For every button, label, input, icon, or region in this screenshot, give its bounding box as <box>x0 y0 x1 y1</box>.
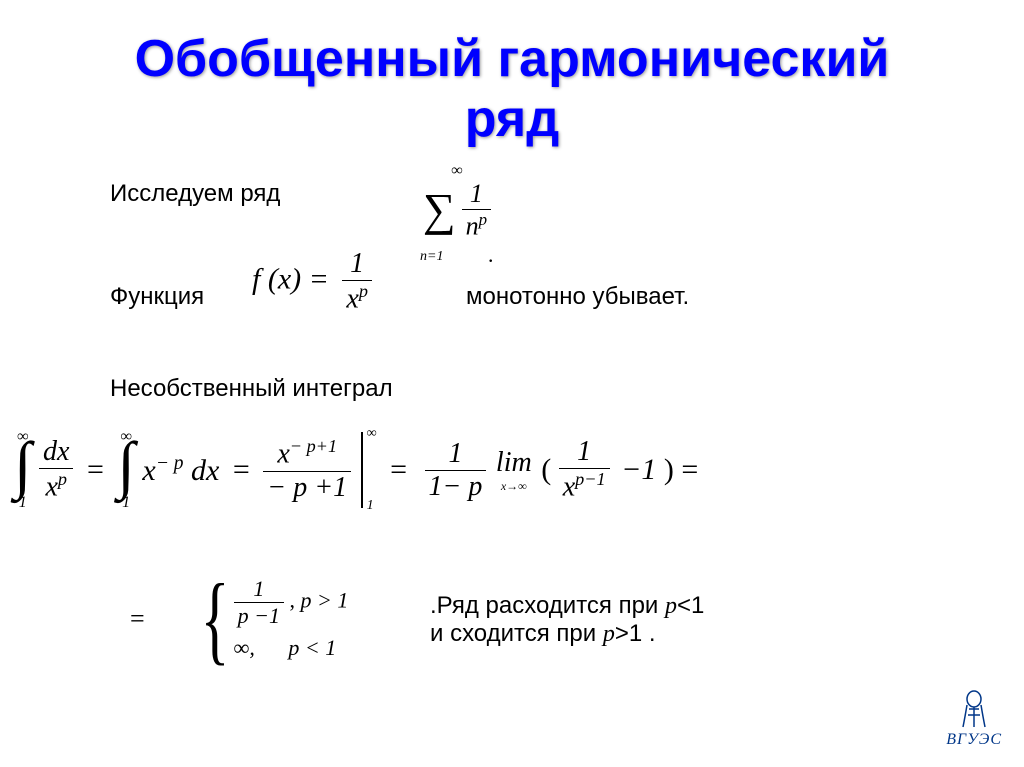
function-label: Функция <box>110 283 204 311</box>
function-expression: f (x) = 1 xp <box>252 248 372 315</box>
sum-numerator: 1 <box>462 179 491 210</box>
paren-close: ) = <box>664 453 698 486</box>
eval-bar: ∞ 1 <box>361 432 363 508</box>
title-line-2: ряд <box>465 90 559 148</box>
title-line-1: Обобщенный гармонический <box>135 30 890 88</box>
university-logo: ВГУЭС <box>946 685 1002 749</box>
sum-lower-limit: n=1 <box>420 249 443 264</box>
equals-4: = <box>130 604 145 633</box>
antideriv-den: − p +1 <box>263 472 351 504</box>
integral-equation: ∞ ∫ 1 dx xp = ∞ ∫ 1 x− p dx = x− p+1 − p… <box>14 428 698 512</box>
series-sum-expression: ∞ ∑ 1 np n=1 . <box>420 156 494 268</box>
integral-label: Несобственный интеграл <box>110 375 393 403</box>
equals-2: = <box>233 453 250 486</box>
fx-lhs: f (x) = <box>252 263 329 296</box>
lim-frac-num: 1 <box>559 436 610 469</box>
paren-open: ( <box>541 453 551 486</box>
sum-denominator: np <box>462 210 491 242</box>
left-brace: { <box>201 579 230 659</box>
monotone-text: монотонно убывает. <box>466 283 689 311</box>
integrand-2: x− p dx <box>142 454 226 487</box>
sigma-symbol: ∑ <box>423 192 456 229</box>
coef-den: 1− p <box>425 471 487 503</box>
fx-denominator: xp <box>342 281 372 315</box>
logo-text: ВГУЭС <box>946 731 1002 749</box>
slide: Обобщенный гармонический ряд Исследуем р… <box>0 0 1024 767</box>
limit: lim x→∞ <box>496 447 532 494</box>
fx-numerator: 1 <box>342 248 372 281</box>
page-title: Обобщенный гармонический ряд <box>40 30 984 150</box>
integral-2: ∞ ∫ 1 <box>117 428 135 512</box>
int1-den: xp <box>39 469 73 503</box>
lim-frac-den: xp−1 <box>559 469 610 503</box>
logo-icon <box>955 685 993 729</box>
integral-1: ∞ ∫ 1 <box>14 428 32 512</box>
minus-one: −1 <box>621 453 656 486</box>
convergence-statement: .Ряд расходится при p<1 и сходится при p… <box>430 592 704 648</box>
case-1: 1 p −1 , p > 1 <box>234 576 349 629</box>
antideriv-num: x− p+1 <box>263 436 351 471</box>
equals-1: = <box>87 453 104 486</box>
intro-text: Исследуем ряд <box>110 180 280 208</box>
int1-num: dx <box>39 436 73 469</box>
cases-result: = { 1 p −1 , p > 1 ∞, p < 1 <box>130 570 348 667</box>
case-2: ∞, p < 1 <box>234 635 349 661</box>
coef-num: 1 <box>425 438 487 471</box>
sum-upper-limit: ∞ <box>451 162 462 179</box>
equals-3: = <box>390 453 407 486</box>
period: . <box>488 242 494 267</box>
